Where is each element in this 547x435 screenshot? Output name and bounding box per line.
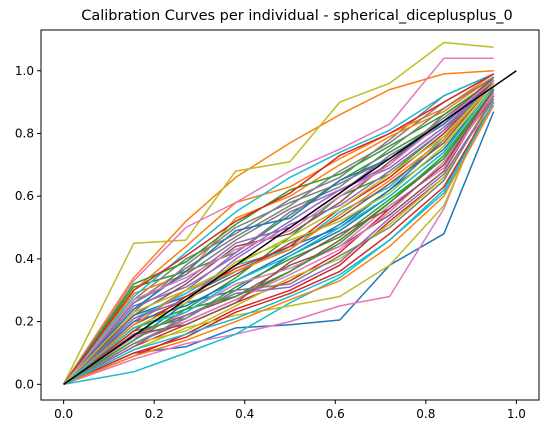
series-line — [63, 85, 495, 385]
series-line — [63, 82, 495, 385]
series-line — [63, 98, 495, 385]
series-line — [62, 41, 494, 385]
series-line — [63, 73, 495, 385]
series-line — [63, 86, 495, 386]
chart-title: Calibration Curves per individual - sphe… — [81, 8, 513, 24]
series-line — [63, 101, 495, 385]
series-line — [63, 92, 495, 385]
plot-frame — [40, 29, 540, 401]
series-line — [63, 101, 495, 386]
series-line — [63, 76, 495, 385]
series-line — [63, 82, 495, 385]
x-tick-label: 1.0 — [507, 407, 526, 421]
x-tick-label: 0.0 — [54, 407, 73, 421]
series-line — [63, 85, 495, 385]
series-line — [63, 92, 495, 385]
y-tick-label: 0.4 — [15, 252, 34, 266]
series-line — [62, 57, 494, 385]
x-tick-label: 0.6 — [326, 407, 345, 421]
series-line — [63, 79, 495, 385]
series-line — [63, 82, 495, 385]
series-line — [63, 101, 495, 385]
y-tick-label: 0.6 — [15, 189, 34, 203]
series-layer — [62, 41, 517, 386]
x-tick-label: 0.4 — [235, 407, 254, 421]
y-tick-label: 0.8 — [15, 126, 34, 140]
x-tick-label: 0.2 — [145, 407, 164, 421]
series-line — [62, 73, 495, 385]
series-line — [63, 73, 495, 385]
series-line — [62, 73, 495, 385]
series-line — [63, 89, 495, 385]
y-tick-label: 0.2 — [15, 315, 34, 329]
x-tick-label: 0.8 — [416, 407, 435, 421]
series-line — [63, 89, 495, 385]
series-line — [63, 104, 495, 385]
series-line — [63, 73, 495, 385]
series-line — [63, 85, 495, 385]
axes-layer: 0.0 0.2 0.4 0.6 0.8 1.0 0.0 0.2 0.4 0.6 0.8 1.0 — [15, 29, 540, 421]
series-line — [63, 82, 495, 385]
y-tick-label: 1.0 — [15, 64, 34, 78]
series-line — [63, 95, 495, 385]
series-line — [63, 95, 495, 385]
y-tick-label: 0.0 — [15, 377, 34, 391]
series-line — [63, 98, 495, 385]
series-line — [62, 79, 495, 385]
series-line — [63, 76, 495, 385]
series-line — [63, 89, 495, 385]
series-line — [63, 92, 495, 385]
perfect-calibration-line — [63, 70, 517, 385]
